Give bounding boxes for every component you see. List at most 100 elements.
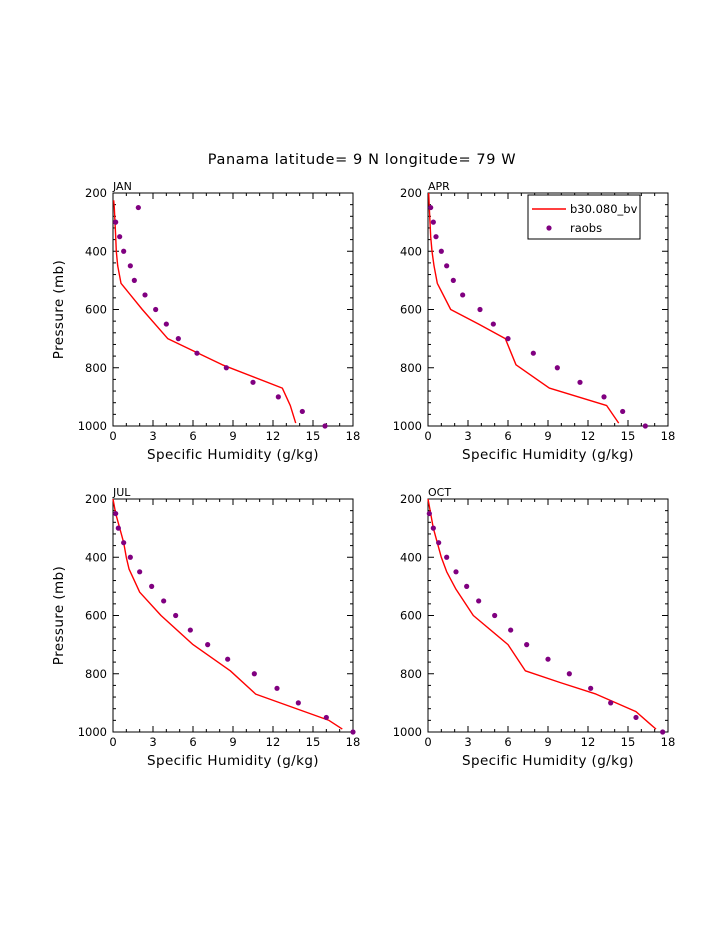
y-tick-label: 800	[85, 361, 107, 375]
y-tick-label: 400	[400, 244, 422, 258]
x-tick-label: 18	[661, 735, 676, 749]
raobs-point	[464, 583, 470, 589]
raobs-point	[121, 248, 127, 254]
raobs-point	[205, 642, 211, 648]
raobs-point	[505, 336, 511, 342]
raobs-point	[620, 408, 626, 415]
raobs-point	[608, 700, 614, 706]
chart-panel-jan: 0 3 6 9 12 15 18 200 400 600 800 1000 JAN Specific Hu…	[51, 180, 360, 463]
chart-panel-jul: 0 3 6 9 12 15 18 200 400 600 800 1000 JUL Specific Hu…	[51, 486, 360, 769]
raobs-point	[194, 350, 200, 356]
panel-title: OCT	[428, 486, 451, 499]
raobs-point	[322, 423, 328, 429]
x-tick-label: 6	[189, 735, 196, 749]
raobs-point	[113, 510, 119, 517]
chart-panels: 0 3 6 9 12 15 18 200 400 600 800 1000 JAN Specific Hu…	[51, 180, 675, 769]
model-profile-line	[112, 498, 343, 730]
x-tick-label: 0	[109, 735, 116, 749]
raobs-point	[161, 598, 167, 604]
raobs-point	[601, 394, 607, 400]
model-profile-line	[427, 498, 657, 730]
x-tick-label: 6	[189, 429, 196, 443]
x-tick-label: 0	[424, 735, 431, 749]
plot-frame	[112, 192, 354, 427]
y-tick-label: 400	[85, 550, 107, 564]
x-tick-label: 9	[229, 735, 236, 749]
x-tick-label: 15	[306, 429, 321, 443]
raobs-point	[438, 248, 444, 254]
raobs-point	[476, 598, 482, 604]
raobs-point	[453, 569, 459, 575]
x-tick-label: 9	[229, 429, 236, 443]
y-tick-label: 1000	[78, 725, 107, 739]
raobs-point	[274, 685, 280, 691]
plot-frame	[112, 498, 354, 733]
chart-panel-oct: 0 3 6 9 12 15 18 200 400 600 800 1000 OCT Specific Hu…	[393, 486, 676, 769]
raobs-point	[460, 292, 466, 298]
raobs-point	[490, 321, 496, 327]
x-axis-title: Specific Humidity (g/kg)	[147, 447, 319, 463]
x-tick-label: 15	[621, 429, 636, 443]
raobs-point	[163, 321, 169, 327]
raobs-point	[524, 642, 530, 648]
raobs-point	[426, 510, 432, 517]
panel-title: JUL	[112, 486, 131, 499]
raobs-point	[153, 306, 159, 313]
x-tick-label: 3	[149, 735, 156, 749]
raobs-point	[430, 525, 436, 531]
y-tick-label: 400	[85, 244, 107, 258]
raobs-point	[642, 423, 648, 429]
raobs-point	[566, 671, 572, 677]
x-tick-label: 18	[346, 429, 361, 443]
x-tick-label: 12	[581, 429, 596, 443]
raobs-point	[173, 612, 179, 619]
y-tick-label: 600	[85, 303, 107, 317]
x-tick-label: 18	[346, 735, 361, 749]
x-tick-label: 3	[149, 429, 156, 443]
raobs-point	[444, 554, 450, 560]
raobs-point	[430, 219, 436, 225]
raobs-point	[127, 554, 133, 560]
legend-box	[527, 194, 641, 240]
legend-raobs-label: raobs	[570, 221, 602, 235]
raobs-point	[117, 234, 123, 240]
raobs-point	[577, 379, 583, 385]
raobs-point	[323, 714, 329, 721]
raobs-point	[477, 306, 483, 313]
raobs-point	[127, 263, 133, 269]
model-profile-line	[113, 200, 297, 424]
y-tick-label: 200	[85, 492, 107, 506]
y-tick-label: 200	[400, 492, 422, 506]
y-tick-label: 1000	[393, 419, 422, 433]
raobs-point	[149, 583, 155, 589]
raobs-point	[223, 365, 229, 371]
model-profile-line	[428, 192, 620, 424]
y-tick-label: 600	[85, 609, 107, 623]
y-tick-label: 400	[400, 550, 422, 564]
x-axis-title: Specific Humidity (g/kg)	[462, 447, 634, 463]
raobs-point	[545, 656, 551, 662]
x-tick-label: 15	[306, 735, 321, 749]
x-tick-label: 6	[504, 429, 511, 443]
x-tick-label: 15	[621, 735, 636, 749]
y-tick-label: 600	[400, 609, 422, 623]
raobs-point	[175, 336, 181, 342]
raobs-point	[492, 612, 498, 619]
x-tick-label: 12	[266, 735, 281, 749]
raobs-point	[187, 627, 193, 633]
raobs-point	[113, 219, 119, 225]
raobs-point	[588, 685, 594, 691]
raobs-point	[444, 263, 450, 269]
raobs-point	[428, 204, 434, 211]
figure-title: Panama latitude= 9 N longitude= 79 W	[208, 152, 516, 168]
plot-frame	[427, 498, 669, 733]
panel-title: APR	[428, 180, 450, 193]
raobs-point	[295, 700, 301, 706]
raobs-point	[137, 569, 143, 575]
x-tick-label: 3	[464, 429, 471, 443]
panel-title: JAN	[112, 180, 132, 193]
raobs-point	[275, 394, 281, 400]
raobs-point	[530, 350, 536, 356]
